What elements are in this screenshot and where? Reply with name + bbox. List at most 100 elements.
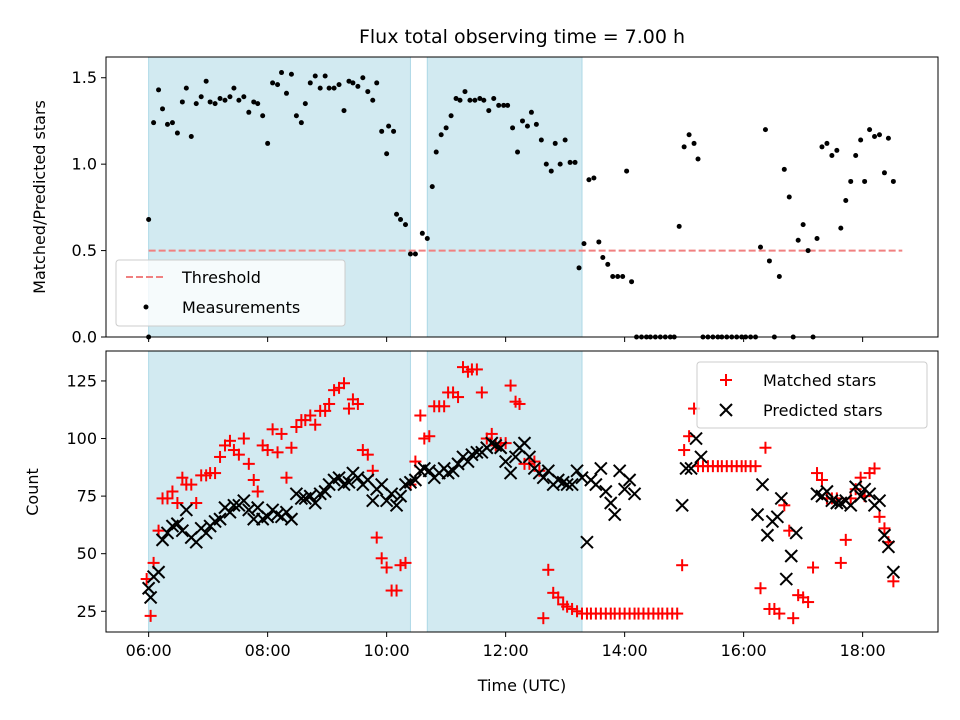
- y-tick-label: 0.0: [72, 328, 97, 347]
- measurement-point: [384, 151, 390, 157]
- observing-band-0: [148, 350, 411, 633]
- predicted-star-point: [498, 454, 513, 469]
- matched-star-point: [537, 612, 550, 625]
- measurement-point: [786, 194, 792, 200]
- predicted-star-point: [470, 445, 484, 460]
- measurement-point: [629, 279, 635, 285]
- predicted-star-point: [675, 498, 689, 513]
- measurement-point: [379, 128, 385, 134]
- measurement-point: [572, 159, 578, 165]
- matched-star-point: [787, 612, 800, 625]
- matched-star-point: [470, 363, 483, 376]
- matched-star-point: [242, 457, 255, 470]
- predicted-star-point: [446, 464, 460, 478]
- matched-star-point: [166, 485, 179, 498]
- measurement-point: [391, 128, 397, 134]
- y-tick-label: 75: [77, 487, 97, 506]
- y-tick-label: 0.5: [72, 241, 97, 260]
- predicted-star-point: [872, 494, 887, 508]
- predicted-star-point: [820, 484, 834, 499]
- measurement-point: [193, 101, 199, 107]
- predicted-star-point: [770, 510, 785, 524]
- measurement-point: [691, 140, 697, 146]
- predicted-star-point: [342, 475, 356, 489]
- matched-star-point: [209, 467, 222, 480]
- measurement-point: [350, 80, 356, 86]
- predicted-star-point: [517, 436, 532, 450]
- measurement-point: [279, 70, 285, 76]
- measurement-point: [336, 82, 342, 88]
- measurement-point: [365, 89, 371, 95]
- measurement-point: [605, 261, 611, 267]
- predicted-star-point: [389, 498, 404, 513]
- x-tick-label: 12:00: [483, 641, 529, 660]
- measurement-point: [270, 80, 276, 86]
- measurement-point: [453, 95, 459, 101]
- predicted-star-point: [260, 510, 275, 524]
- measurement-point: [552, 140, 558, 146]
- measurement-point: [805, 248, 811, 254]
- predicted-star-point: [536, 470, 551, 485]
- measurement-point: [346, 78, 352, 84]
- measurement-point: [501, 102, 507, 108]
- measurement-point: [386, 123, 392, 129]
- measurement-point: [203, 78, 209, 84]
- measurement-point: [829, 153, 835, 159]
- predicted-star-point: [408, 473, 423, 487]
- matched-star-point: [676, 559, 689, 572]
- matched-star-point: [414, 409, 427, 422]
- measurement-point: [481, 97, 487, 103]
- matched-star-point: [161, 492, 174, 505]
- predicted-star-point: [755, 477, 770, 492]
- matched-star-point: [834, 556, 847, 569]
- measurement-point: [762, 127, 768, 133]
- bottom-legend: Matched stars Predicted stars: [696, 361, 928, 429]
- predicted-star-point: [580, 535, 594, 549]
- measurement-point: [265, 140, 271, 146]
- x-tick-label: 10:00: [364, 641, 410, 660]
- measurement-point: [610, 274, 616, 280]
- matched-star-point: [839, 533, 852, 546]
- predicted-star-point: [199, 526, 213, 540]
- matched-star-point: [337, 377, 350, 390]
- matched-star-point: [513, 397, 526, 410]
- predicted-star-point: [451, 457, 465, 471]
- predicted-star-point: [170, 517, 185, 531]
- predicted-star-point: [237, 494, 251, 508]
- matched-star-point: [552, 591, 565, 604]
- matched-star-point: [759, 441, 772, 454]
- matched-star-point: [399, 556, 412, 569]
- bottom-xlabel: Time (UTC): [477, 676, 566, 695]
- measurement-point: [317, 85, 323, 91]
- measurement-point: [164, 121, 170, 127]
- measurement-point: [528, 109, 534, 115]
- measurement-point: [412, 251, 418, 257]
- matched-star-point: [452, 391, 465, 404]
- predicted-star-point: [877, 528, 892, 542]
- measurement-point: [241, 94, 247, 100]
- measurement-point: [156, 87, 162, 93]
- matched-star-point: [144, 609, 157, 622]
- y-tick-label: 100: [66, 429, 97, 448]
- measurement-point: [496, 102, 502, 108]
- matched-star-point: [261, 444, 274, 457]
- matched-star-point: [807, 561, 820, 574]
- measurement-point: [179, 99, 185, 105]
- measurement-point: [424, 235, 430, 241]
- predicted-star-point: [351, 470, 365, 485]
- measurement-point: [591, 175, 597, 181]
- measurement-point: [217, 95, 223, 101]
- matched-star-point: [370, 531, 383, 544]
- matched-star-point: [190, 497, 203, 510]
- measurement-point: [231, 85, 237, 91]
- predicted-star-point: [393, 489, 408, 503]
- matched-star-point: [380, 561, 393, 574]
- matched-star-point: [375, 552, 388, 565]
- measurement-point: [681, 144, 687, 150]
- predicted-star-point: [143, 590, 158, 605]
- matched-star-point: [773, 607, 786, 620]
- measurement-point: [876, 132, 882, 138]
- measurement-point: [885, 135, 891, 141]
- measurement-point: [686, 132, 692, 138]
